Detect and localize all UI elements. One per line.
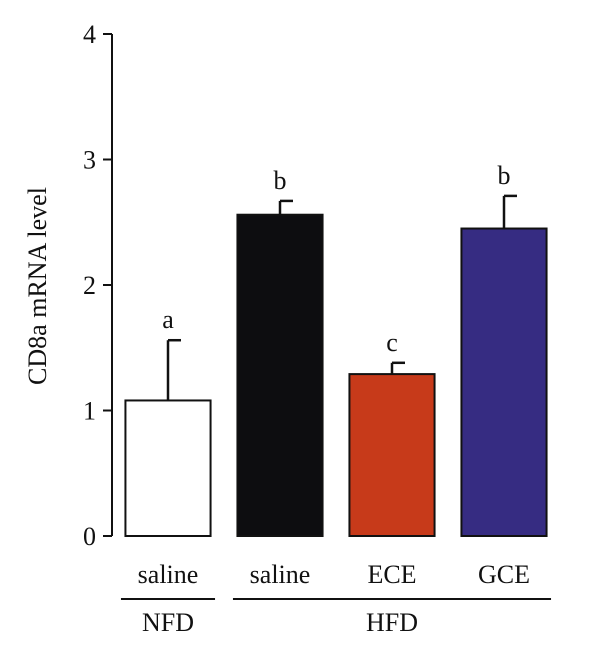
- significance-label-0: a: [162, 305, 174, 334]
- x-category-label-0: saline: [138, 560, 199, 589]
- bar-1: [236, 213, 324, 537]
- x-category-label-2: ECE: [367, 560, 416, 589]
- y-tick-label: 2: [83, 271, 96, 300]
- x-category-labels: saline saline ECE GCE: [138, 560, 530, 589]
- bar-3: [460, 227, 548, 537]
- x-category-label-1: saline: [250, 560, 311, 589]
- error-bars: [166, 194, 517, 401]
- x-category-label-3: GCE: [478, 560, 530, 589]
- y-tick-label: 0: [83, 522, 96, 551]
- bar-0: [124, 399, 212, 537]
- y-tick-label: 4: [83, 20, 96, 49]
- significance-label-3: b: [498, 161, 511, 190]
- bar-2: [348, 373, 436, 538]
- y-tick-label: 3: [83, 146, 96, 175]
- significance-label-1: b: [274, 166, 287, 195]
- group-label-1: HFD: [366, 608, 418, 637]
- y-tick-label: 1: [83, 397, 96, 426]
- group-label-0: NFD: [142, 608, 194, 637]
- significance-labels: a b c b: [162, 161, 510, 357]
- group-labels: NFD HFD: [120, 598, 552, 637]
- y-axis-label: CD8a mRNA level: [23, 187, 52, 385]
- y-axis: 0 1 2 3 4: [83, 20, 113, 551]
- significance-label-2: c: [386, 328, 398, 357]
- bars: [124, 213, 548, 538]
